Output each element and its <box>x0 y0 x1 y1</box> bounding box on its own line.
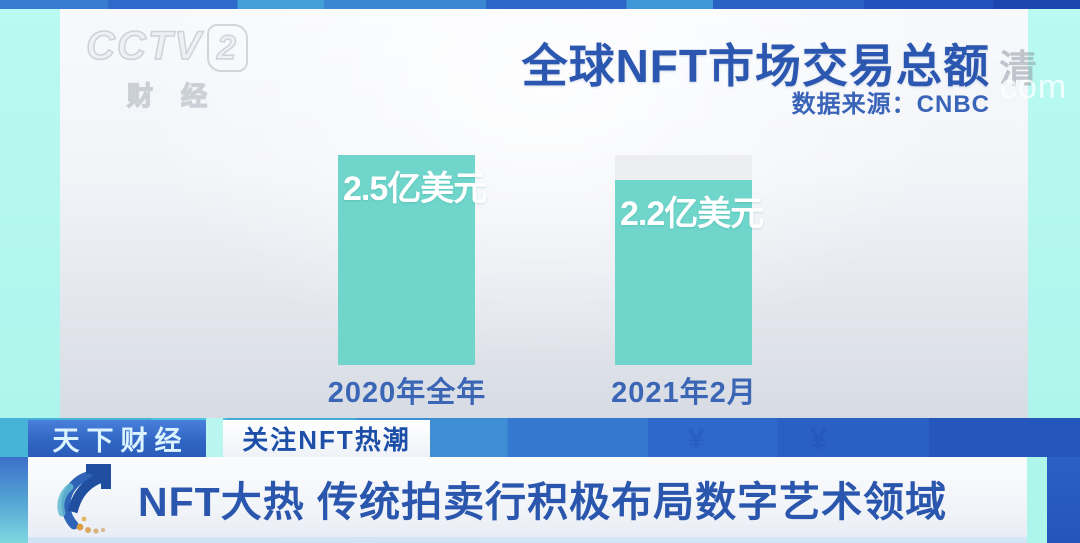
right-cyan-strip <box>1028 9 1080 418</box>
data-source-label: 数据来源：CNBC <box>791 91 990 118</box>
axis-label-2020: 2020年全年 <box>327 377 487 409</box>
headline-right-corner <box>1047 457 1080 543</box>
yuan-symbol-icon: ¥ <box>688 423 705 456</box>
bottom-edge-glow <box>28 537 1027 543</box>
cctv-channel-text: CCTV 2 <box>72 23 262 72</box>
cctv-logo-watermark: CCTV 2 财经 <box>72 23 262 113</box>
swoosh-arrow-logo-icon <box>57 464 111 534</box>
yuan-symbol-icon: ¥ <box>810 423 827 456</box>
site-watermark: com <box>1000 68 1068 106</box>
left-cyan-strip <box>0 9 60 418</box>
top-mosaic-strip <box>0 0 1080 9</box>
axis-label-2021: 2021年2月 <box>611 377 757 409</box>
badge-separator <box>206 418 223 457</box>
hd-quality-watermark: 清 <box>999 49 1038 91</box>
bar-2021: 2.2亿美元 <box>615 180 764 365</box>
bar-ghost-cap-2021 <box>615 155 752 181</box>
news-headline: NFT大热 传统拍卖行积极布局数字艺术领域 <box>138 479 948 525</box>
headline-strip <box>28 457 1027 543</box>
cctv-channel-number: 2 <box>206 24 248 72</box>
topic-badge: 关注NFT热潮 <box>223 420 430 457</box>
program-badge: 天下财经 <box>28 420 206 457</box>
cctv-channel-subtitle: 财经 <box>126 80 235 112</box>
chart-title: 全球NFT市场交易总额 <box>521 40 990 92</box>
headline-left-margin <box>0 457 28 543</box>
bar-2020: 2.5亿美元 <box>338 155 487 365</box>
headline-right-cyan-edge <box>1027 457 1047 543</box>
chart-panel <box>60 9 1028 418</box>
bar-value-label-2021: 2.2亿美元 <box>620 195 764 234</box>
bar-value-label-2020: 2.5亿美元 <box>343 170 487 208</box>
